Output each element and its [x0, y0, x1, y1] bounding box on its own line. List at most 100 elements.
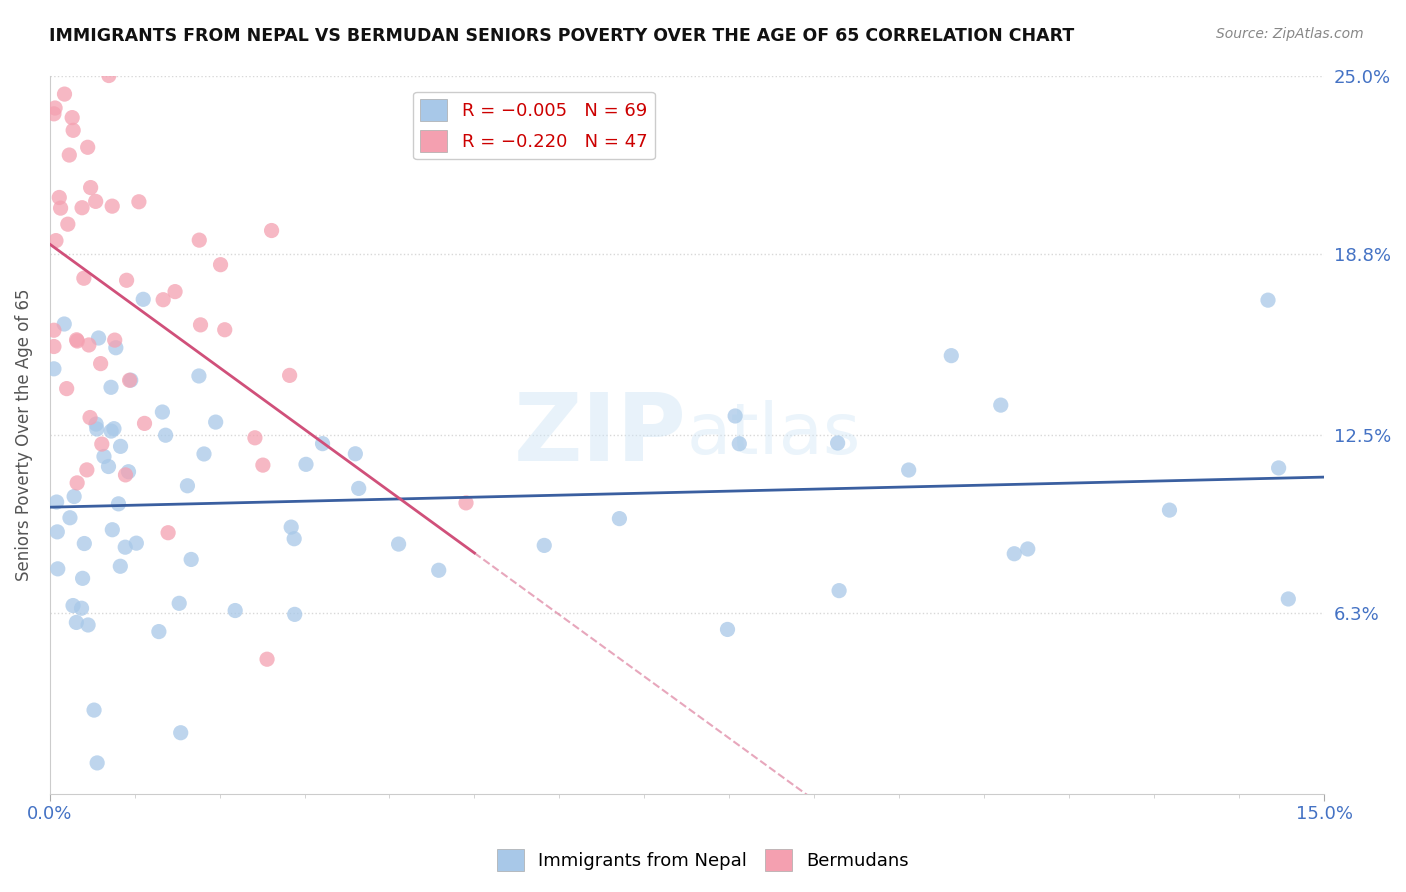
Point: [132, 293, 155, 307]
Point: [252, 458, 274, 472]
Point: [427, 563, 450, 577]
Point: [76, 463, 98, 477]
Point: [897, 463, 920, 477]
Point: [728, 436, 751, 450]
Point: [152, 293, 174, 307]
Point: [454, 496, 477, 510]
Point: [214, 323, 236, 337]
Point: [311, 436, 333, 450]
Point: [90, 357, 112, 371]
Point: [84, 417, 107, 431]
Point: [280, 520, 302, 534]
Point: [107, 497, 129, 511]
Point: [284, 607, 307, 622]
Point: [77, 618, 100, 632]
Point: [1002, 547, 1025, 561]
Point: [193, 447, 215, 461]
Point: [77, 338, 100, 352]
Point: [114, 540, 136, 554]
Point: [70, 601, 93, 615]
Point: [100, 424, 122, 438]
Point: [58, 148, 80, 162]
Point: [63, 490, 86, 504]
Point: [209, 258, 232, 272]
Point: [204, 415, 226, 429]
Text: ZIP: ZIP: [515, 389, 688, 481]
Point: [533, 538, 555, 552]
Point: [134, 417, 156, 431]
Point: [344, 447, 367, 461]
Point: [42, 339, 65, 353]
Point: [125, 536, 148, 550]
Point: [87, 331, 110, 345]
Point: [49, 201, 72, 215]
Point: [60, 111, 83, 125]
Point: [260, 223, 283, 237]
Point: [59, 510, 82, 524]
Text: IMMIGRANTS FROM NEPAL VS BERMUDAN SENIORS POVERTY OVER THE AGE OF 65 CORRELATION: IMMIGRANTS FROM NEPAL VS BERMUDAN SENIOR…: [49, 27, 1074, 45]
Point: [83, 703, 105, 717]
Point: [176, 479, 198, 493]
Point: [120, 373, 142, 387]
Point: [45, 234, 67, 248]
Point: [1159, 503, 1181, 517]
Point: [1017, 541, 1039, 556]
Point: [104, 341, 127, 355]
Point: [70, 201, 93, 215]
Point: [42, 361, 65, 376]
Point: [190, 318, 212, 332]
Point: [128, 194, 150, 209]
Point: [84, 194, 107, 209]
Point: [62, 599, 84, 613]
Point: [45, 495, 67, 509]
Point: [79, 180, 101, 194]
Legend: Immigrants from Nepal, Bermudans: Immigrants from Nepal, Bermudans: [489, 842, 917, 879]
Point: [827, 436, 849, 450]
Point: [86, 422, 108, 436]
Point: [609, 511, 631, 525]
Point: [56, 217, 79, 231]
Point: [724, 409, 747, 423]
Point: [188, 233, 211, 247]
Point: [66, 334, 89, 348]
Point: [93, 450, 115, 464]
Point: [155, 428, 177, 442]
Point: [101, 199, 124, 213]
Point: [157, 525, 180, 540]
Point: [65, 615, 87, 630]
Point: [283, 532, 305, 546]
Point: [716, 623, 738, 637]
Point: [115, 273, 138, 287]
Point: [187, 368, 209, 383]
Point: [117, 465, 139, 479]
Point: [73, 536, 96, 550]
Point: [104, 333, 127, 347]
Legend: R = −0.005   N = 69, R = −0.220   N = 47: R = −0.005 N = 69, R = −0.220 N = 47: [413, 92, 655, 160]
Point: [243, 431, 266, 445]
Point: [73, 271, 96, 285]
Point: [170, 725, 193, 739]
Point: [76, 140, 98, 154]
Point: [97, 459, 120, 474]
Point: [165, 285, 187, 299]
Text: Source: ZipAtlas.com: Source: ZipAtlas.com: [1216, 27, 1364, 41]
Point: [65, 333, 87, 347]
Point: [79, 410, 101, 425]
Point: [828, 583, 851, 598]
Point: [224, 603, 246, 617]
Point: [53, 87, 76, 101]
Point: [86, 756, 108, 770]
Point: [110, 559, 132, 574]
Point: [103, 422, 125, 436]
Point: [46, 524, 69, 539]
Point: [53, 317, 76, 331]
Point: [90, 437, 112, 451]
Point: [62, 123, 84, 137]
Point: [387, 537, 409, 551]
Point: [100, 380, 122, 394]
Point: [256, 652, 278, 666]
Point: [42, 323, 65, 337]
Point: [46, 562, 69, 576]
Point: [72, 571, 94, 585]
Point: [1257, 293, 1279, 307]
